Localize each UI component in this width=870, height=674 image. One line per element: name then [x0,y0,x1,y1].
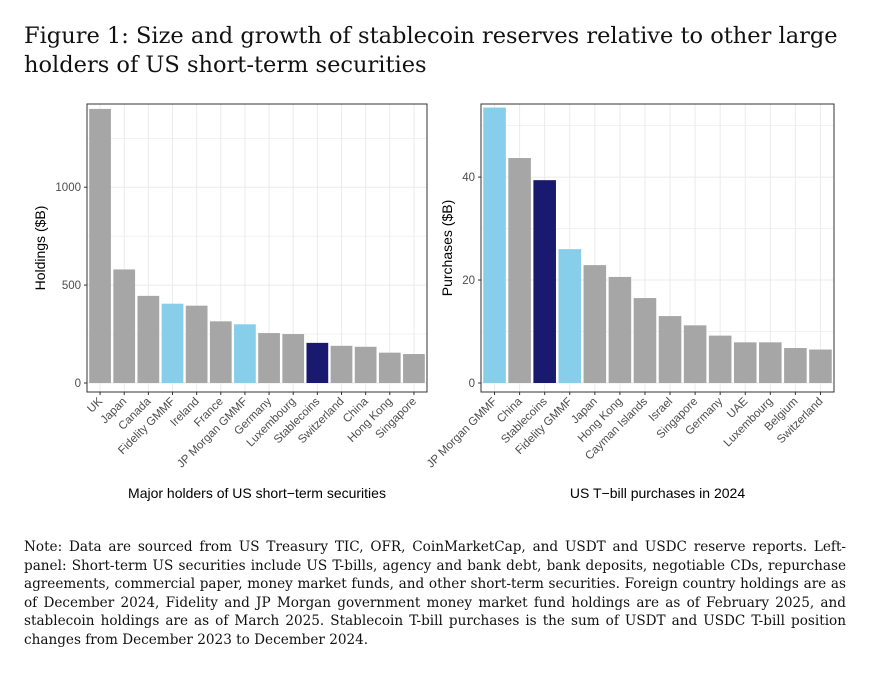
bar-hong-kong [608,276,632,383]
bar-fidelity-gmmf [161,303,184,383]
figure-title: Figure 1: Size and growth of stablecoin … [24,23,838,78]
bar-cayman-islands [633,298,657,383]
bar-switzerland [809,349,832,383]
figure-note: Note: Data are sourced from US Treasury … [24,539,846,648]
bar-france [209,321,232,383]
bar-jp-morgan-gmmf [234,324,256,383]
bar-singapore [403,354,425,383]
bar-canada [137,295,160,383]
bar-belgium [784,347,807,383]
y-tick-label: 0 [469,378,475,390]
y-axis-title: Holdings ($B) [32,206,48,291]
bar-germany [258,333,280,383]
bar-switzerland [330,345,353,383]
bar-china [354,346,377,383]
bar-luxembourg [282,334,305,383]
bar-fidelity-gmmf [558,249,582,383]
panel-border [480,103,835,393]
bar-uae [733,342,757,383]
bar-japan [113,269,136,383]
panel-border [86,103,428,393]
bar-ireland [185,305,208,383]
x-tick-label-jp-morgan-gmmf: JP Morgan GMMF [425,396,500,471]
bar-germany [708,335,732,383]
x-axis-title: US T−bill purchases in 2024 [570,485,745,501]
bar-singapore [683,325,707,383]
y-tick-label: 1000 [55,182,81,194]
y-tick-label: 0 [75,378,81,390]
bar-stablecoins [533,180,556,383]
bar-china [508,158,531,383]
x-tick-label-uk: UK [85,395,105,415]
y-tick-label: 40 [462,172,475,184]
bar-stablecoins [306,342,329,383]
bar-luxembourg [759,342,782,383]
bar-japan [583,265,607,383]
bar-uk [89,108,111,383]
bar-jp-morgan-gmmf [483,107,506,384]
bar-israel [658,316,682,383]
bar-hong-kong [378,352,401,383]
x-axis-title: Major holders of US short−term securitie… [128,485,386,501]
y-tick-label: 500 [62,280,81,292]
y-axis-title: Purchases ($B) [439,200,455,296]
y-tick-label: 20 [462,275,475,287]
